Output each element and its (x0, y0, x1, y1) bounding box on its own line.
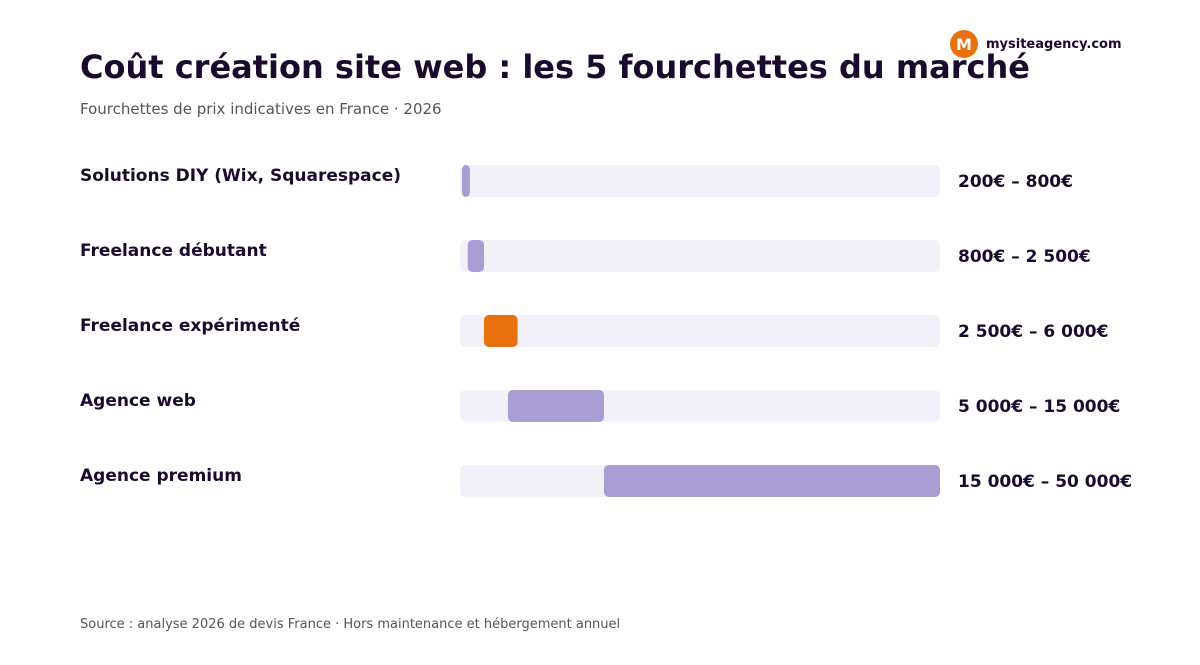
brand-badge-icon: M (950, 30, 978, 58)
category-label: Freelance débutant (80, 241, 267, 261)
category-label: Freelance expérimenté (80, 316, 300, 336)
brand-logo: M mysiteagency.com (950, 30, 1122, 58)
range-bar (484, 315, 518, 347)
range-value-label: 5 000€ – 15 000€ (958, 397, 1120, 417)
chart-subtitle: Fourchettes de prix indicatives en Franc… (80, 100, 442, 118)
range-bar (461, 165, 470, 197)
category-label: Agence premium (80, 466, 242, 486)
range-value-label: 15 000€ – 50 000€ (958, 472, 1132, 492)
chart-title: Coût création site web : les 5 fourchett… (80, 48, 1030, 86)
category-label: Agence web (80, 391, 196, 411)
bar-track (460, 165, 940, 197)
range-value-label: 200€ – 800€ (958, 172, 1073, 192)
brand-name: mysiteagency.com (986, 36, 1122, 52)
range-bar (467, 240, 484, 272)
category-label: Solutions DIY (Wix, Squarespace) (80, 166, 401, 186)
range-bar (508, 390, 604, 422)
range-bar (604, 465, 940, 497)
bar-track (460, 315, 940, 347)
chart-source: Source : analyse 2026 de devis France · … (80, 617, 621, 632)
range-value-label: 800€ – 2 500€ (958, 247, 1091, 267)
range-value-label: 2 500€ – 6 000€ (958, 322, 1108, 342)
bar-track (460, 240, 940, 272)
